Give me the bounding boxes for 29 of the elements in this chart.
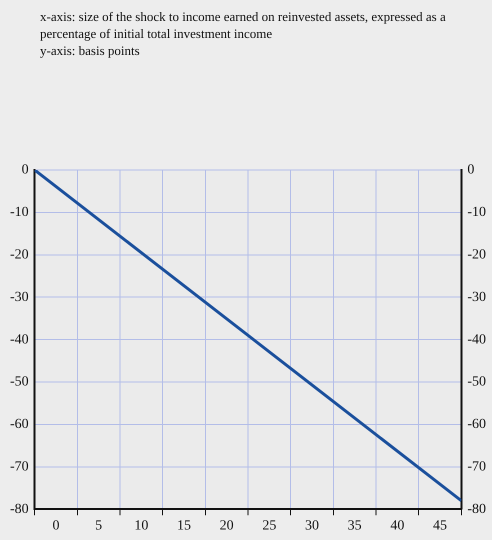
x-tick-label: 35 xyxy=(348,518,362,534)
y-tick-label: -80 xyxy=(10,502,29,517)
x-tick-label: 45 xyxy=(433,518,448,534)
y2-tick-label: -20 xyxy=(467,247,486,262)
x-tick-label: 0 xyxy=(52,518,60,534)
y2-tick-label: -50 xyxy=(467,374,486,390)
y2-tick-label: -70 xyxy=(467,459,486,474)
y-tick-label: -20 xyxy=(10,247,29,262)
y-tick-label: -70 xyxy=(10,459,29,474)
x-tick-label: 20 xyxy=(220,518,234,534)
x-tick-label: 10 xyxy=(134,518,148,534)
y-tick-label: -40 xyxy=(10,332,29,348)
x-tick-label: 40 xyxy=(390,518,404,534)
x-tick-label: 25 xyxy=(262,518,276,534)
y-tick-label: 0 xyxy=(22,162,29,178)
y-tick-label: -10 xyxy=(10,205,29,220)
y2-tick-label: -40 xyxy=(467,332,486,348)
x-tick-label: 30 xyxy=(305,518,319,534)
y2-tick-label: -60 xyxy=(467,417,486,432)
y-tick-label: -30 xyxy=(10,290,29,305)
x-tick-label: 15 xyxy=(177,518,191,534)
y-tick-label: -50 xyxy=(10,374,29,390)
y-tick-label: -60 xyxy=(10,417,29,432)
text: y-axis: basis points xyxy=(40,42,141,59)
y2-tick-label: -30 xyxy=(467,290,486,305)
y2-tick-label: -80 xyxy=(467,502,486,517)
x-tick-label: 5 xyxy=(95,518,102,534)
y2-tick-label: 0 xyxy=(467,162,474,178)
y2-tick-label: -10 xyxy=(467,205,486,220)
